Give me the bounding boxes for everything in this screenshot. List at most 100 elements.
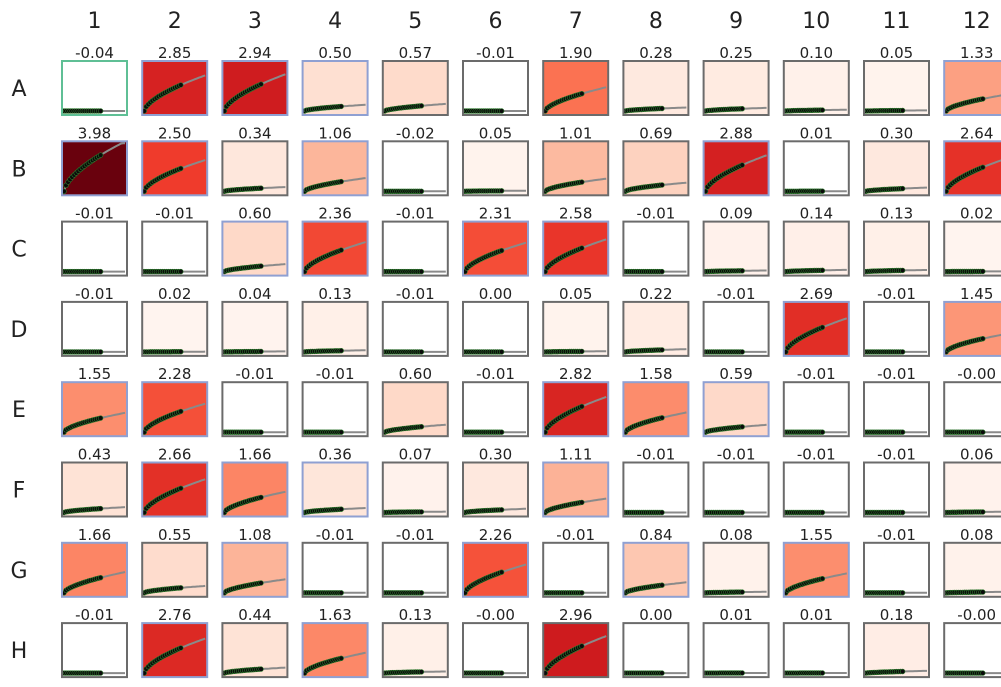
well-value-label-A9: 0.25 [719,44,752,62]
well-value-label-B2: 2.50 [158,124,191,142]
well-fill-E2 [142,382,208,437]
well-value-label-G8: 0.84 [639,526,672,544]
well-point-H11-18 [899,668,906,675]
well-value-label-D6: 0.00 [479,285,512,303]
well-border-H8 [622,622,690,679]
well-point-C11-18 [899,267,906,274]
well-value-label-E9: 0.59 [719,365,752,383]
well-border-F5 [381,461,449,518]
well-border-A12 [943,60,1001,116]
well-fill-A11 [864,61,929,115]
well-E3: -0.01 [221,365,289,438]
well-fill-D9 [703,301,769,356]
well-fill-G7 [543,542,609,597]
well-B1: 3.98 [61,124,128,197]
well-border-B9 [702,140,770,197]
well-D6: 0.00 [462,285,529,357]
well-value-label-F4: 0.36 [318,446,351,464]
well-border-E10 [782,381,850,438]
well-G5: -0.01 [381,526,449,598]
well-border-F10 [782,461,850,518]
well-border-B12 [943,140,1001,197]
well-point-B4-18 [338,178,344,185]
well-border-G4 [301,541,369,598]
well-value-label-C11: 0.13 [880,205,913,223]
well-point-F3-18 [258,494,264,501]
well-border-D5 [381,300,449,357]
well-A2: 2.85 [141,44,209,116]
well-border-F4 [301,461,369,518]
well-value-label-A10: 0.10 [800,44,833,62]
well-value-label-F10: -0.01 [797,446,836,464]
well-border-C11 [863,220,930,277]
well-fill-D5 [382,301,448,356]
well-E5: 0.60 [381,365,449,438]
well-F9: -0.01 [702,446,770,518]
well-value-label-D11: -0.01 [877,285,916,303]
well-border-A1 [61,60,128,116]
well-fill-D6 [463,301,528,356]
well-point-E11-18 [899,429,906,435]
well-fill-B6 [463,141,528,196]
well-border-F2 [141,461,209,518]
well-border-D7 [542,300,610,357]
well-E10: -0.01 [782,365,850,438]
well-D8: 0.22 [622,285,690,357]
well-H1: -0.01 [61,606,128,679]
well-border-A6 [462,60,529,116]
well-border-E6 [462,381,529,438]
well-F4: 0.36 [301,446,369,518]
well-H2: 2.76 [141,606,209,679]
well-point-A11-18 [899,107,906,114]
well-B3: 0.34 [221,124,289,197]
well-A12: 1.33 [943,44,1001,116]
well-point-F4-18 [338,506,344,512]
well-fill-D3 [222,301,288,356]
well-C8: -0.01 [622,205,690,277]
well-point-C3-18 [258,263,264,269]
well-point-D1-18 [97,349,104,355]
well-value-label-B3: 0.34 [238,124,271,142]
well-value-label-F8: -0.01 [636,446,675,464]
well-border-C4 [301,220,369,277]
column-header-10: 10 [802,9,830,34]
well-fill-H1 [62,623,127,678]
well-D1: -0.01 [61,285,128,357]
well-border-G7 [542,541,610,598]
well-fill-F5 [382,462,448,517]
well-border-A11 [863,60,930,116]
well-point-D2-18 [178,349,184,355]
well-fill-H12 [944,623,1001,678]
well-A8: 0.28 [622,44,690,116]
well-point-G8-18 [659,582,665,588]
well-border-H12 [943,622,1001,679]
well-value-label-C3: 0.60 [238,205,271,223]
well-fill-D2 [142,301,208,356]
row-header-A: A [11,77,26,102]
well-point-C7-18 [579,245,585,251]
well-fill-A9 [703,61,769,115]
well-point-C4-18 [338,247,344,253]
well-B8: 0.69 [622,124,690,197]
well-border-C9 [702,220,770,277]
well-H11: 0.18 [863,606,930,679]
well-border-D4 [301,300,369,357]
well-G11: -0.01 [863,526,930,598]
well-point-G11-18 [899,590,906,596]
well-border-D11 [863,300,930,357]
well-border-B7 [542,140,610,197]
well-fill-A10 [783,61,849,115]
well-point-G3-18 [258,580,264,586]
well-C5: -0.01 [381,205,449,277]
well-E6: -0.01 [462,365,529,438]
well-value-label-F12: 0.06 [960,446,993,464]
well-value-label-G11: -0.01 [877,526,916,544]
well-border-H1 [61,622,128,679]
well-value-label-E3: -0.01 [235,365,274,383]
well-fill-A1 [62,61,127,115]
well-border-A7 [542,60,610,116]
well-border-B4 [301,140,369,197]
well-point-A9-18 [739,105,745,112]
well-value-label-E7: 2.82 [559,365,592,383]
well-value-label-G2: 0.55 [158,526,191,544]
